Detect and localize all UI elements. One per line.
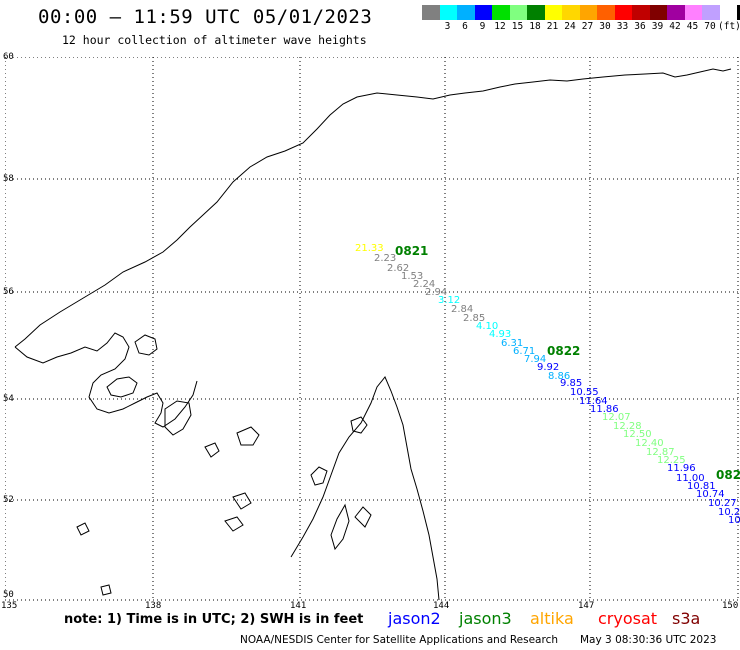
wave-height-label: 11.00 [676, 473, 705, 484]
colorbar-swatch [474, 5, 492, 20]
wave-height-label: 3.12 [438, 295, 460, 306]
colorbar-swatch [632, 5, 650, 20]
wave-height-label: 8.86 [548, 371, 570, 382]
wave-height-label: 2.94 [425, 287, 447, 298]
latitude-label: 52 [3, 495, 14, 505]
wave-height-label: 10.81 [687, 481, 716, 492]
colorbar-swatch [492, 5, 510, 20]
wave-height-label: 2.84 [451, 304, 473, 315]
colorbar-tick-label: 39 [651, 21, 664, 32]
mission-legend-item: s3a [672, 609, 701, 628]
longitude-label: 135 [1, 601, 18, 611]
colorbar-tick-label: 33 [616, 21, 629, 32]
wave-height-label: 6.71 [513, 346, 535, 357]
colorbar-swatch [649, 5, 667, 20]
pass-time-label: 0821 [395, 244, 428, 258]
colorbar-tick-label: 9 [479, 21, 486, 32]
wave-height-label: 21.33 [355, 243, 384, 254]
wave-height-label: 4.10 [476, 321, 498, 332]
pass-time-label: 082 [716, 468, 740, 482]
longitude-label: 141 [290, 601, 307, 611]
wave-height-label: 6.31 [501, 338, 523, 349]
colorbar-unit: (ft) [718, 21, 740, 32]
colorbar-tick-label: 6 [462, 21, 468, 32]
colorbar-swatch [422, 5, 440, 20]
colorbar-tick-label: 42 [669, 21, 681, 32]
mission-legend-item: jason2 [388, 609, 441, 628]
colorbar-swatch [614, 5, 632, 20]
map-title: 00:00 — 11:59 UTC 05/01/2023 [38, 6, 373, 28]
wave-height-label: 11.64 [579, 396, 608, 407]
wave-height-label: 11.96 [667, 463, 696, 474]
colorbar-swatch [719, 5, 737, 20]
latitude-label: 56 [3, 287, 14, 297]
colorbar-swatch [562, 5, 580, 20]
wave-height-label: 10.2 [718, 507, 740, 518]
wave-height-label: 10 [728, 515, 740, 526]
latitude-label: 58 [3, 174, 14, 184]
wave-height-label: 9.85 [560, 378, 582, 389]
timestamp: May 3 08:30:36 UTC 2023 [580, 634, 717, 646]
colorbar-tick-label: 18 [529, 21, 541, 32]
footer-note: note: 1) Time is in UTC; 2) SWH is in fe… [64, 612, 364, 627]
map-subtitle: 12 hour collection of altimeter wave hei… [62, 33, 367, 47]
wave-height-label: 12.40 [635, 438, 664, 449]
colorbar-swatch [439, 5, 457, 20]
colorbar-swatch [737, 5, 740, 20]
longitude-label: 147 [578, 601, 595, 611]
colorbar-tick-label: 24 [564, 21, 576, 32]
wave-height-label: 11.86 [590, 404, 619, 415]
wave-height-label: 12.07 [602, 412, 631, 423]
mission-legend-item: altika [530, 609, 574, 628]
wave-height-label: 2.62 [387, 263, 409, 274]
wave-height-label: 2.24 [413, 279, 435, 290]
colorbar-swatch [667, 5, 685, 20]
colorbar-swatch [702, 5, 720, 20]
colorbar-tick-label: 70 [704, 21, 716, 32]
colorbar-tick-label: 30 [599, 21, 611, 32]
mission-legend-item: cryosat [598, 609, 658, 628]
colorbar-swatch [527, 5, 545, 20]
latitude-label: 50 [3, 590, 14, 600]
wave-height-label: 12.25 [657, 455, 686, 466]
longitude-label: 144 [433, 601, 450, 611]
wave-height-label: 1.53 [401, 271, 423, 282]
wave-height-label: 10.55 [570, 387, 599, 398]
colorbar [422, 5, 740, 20]
colorbar-tick-label: 45 [686, 21, 699, 32]
wave-height-label: 12.28 [613, 421, 642, 432]
wave-height-label: 2.85 [463, 313, 485, 324]
colorbar-tick-label: 21 [546, 21, 559, 32]
colorbar-tick-label: 15 [511, 21, 524, 32]
wave-height-label: 12.50 [623, 429, 652, 440]
latitude-label: 54 [3, 394, 14, 404]
wave-height-label: 2.23 [374, 253, 396, 264]
colorbar-swatch [457, 5, 475, 20]
colorbar-tick-label: 27 [581, 21, 594, 32]
latitude-label: 60 [3, 52, 14, 62]
coastline [14, 68, 732, 601]
credit-line: NOAA/NESDIS Center for Satellite Applica… [240, 634, 558, 646]
mission-legend-item: jason3 [459, 609, 512, 628]
wave-height-label: 9.92 [537, 362, 559, 373]
colorbar-tick-label: 3 [444, 21, 451, 32]
colorbar-swatch [544, 5, 562, 20]
longitude-label: 138 [145, 601, 162, 611]
colorbar-swatch [509, 5, 527, 20]
wave-height-label: 12.87 [646, 447, 675, 458]
map-canvas: 21.332.232.621.532.242.943.122.842.854.1… [5, 57, 740, 601]
graticule [5, 57, 740, 601]
satellite-track: 21.332.232.621.532.242.943.122.842.854.1… [355, 243, 740, 526]
colorbar-swatch [684, 5, 702, 20]
wave-height-label: 4.93 [489, 329, 511, 340]
colorbar-tick-label: 36 [634, 21, 646, 32]
colorbar-swatch [597, 5, 615, 20]
wave-height-label: 10.74 [696, 489, 725, 500]
pass-time-label: 0822 [547, 344, 580, 358]
wave-height-label: 10.27 [708, 498, 737, 509]
colorbar-tick-label: 12 [494, 21, 506, 32]
wave-height-label: 7.94 [524, 354, 546, 365]
colorbar-swatch [579, 5, 597, 20]
longitude-label: 150 [722, 601, 739, 611]
